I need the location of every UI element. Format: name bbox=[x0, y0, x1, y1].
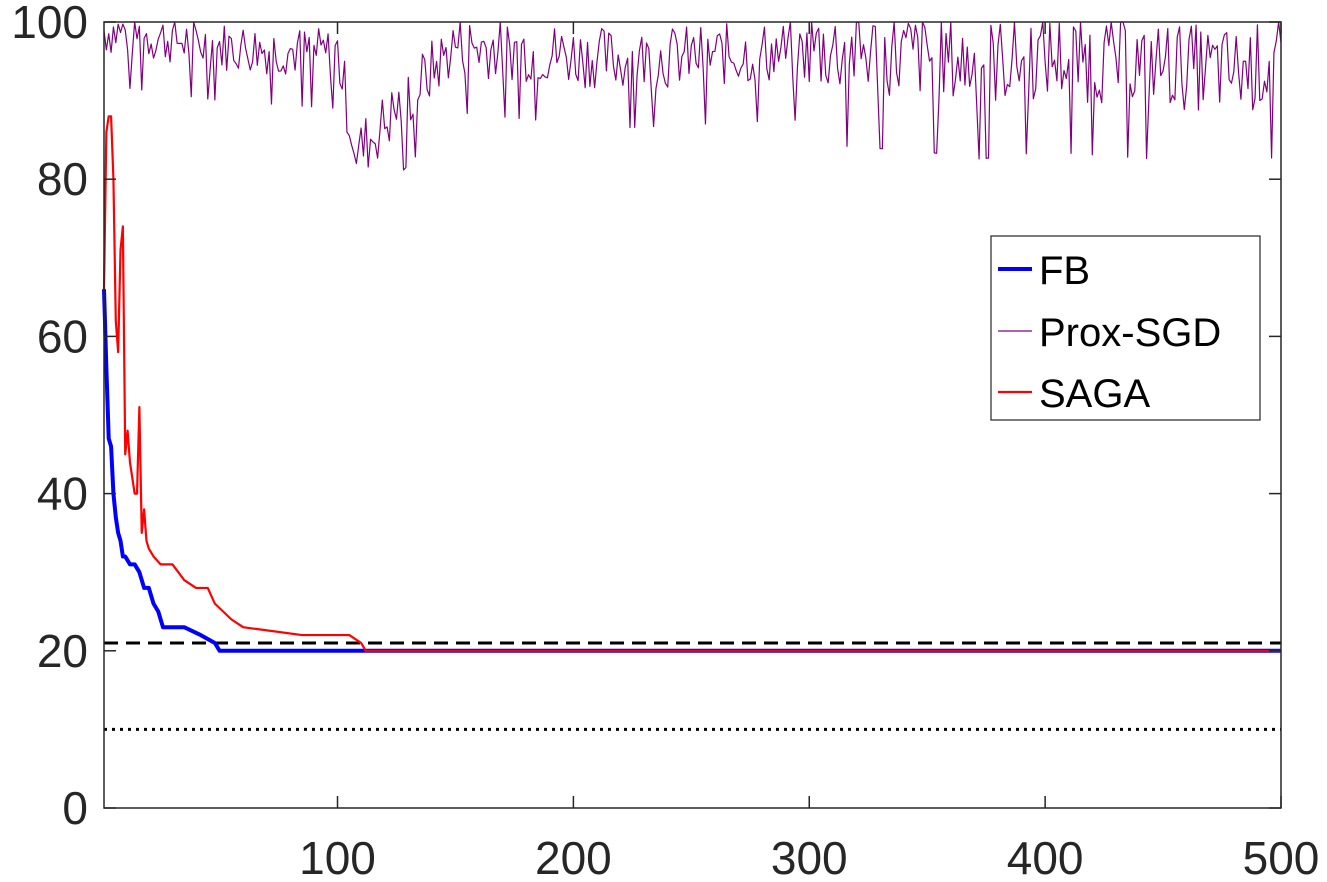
legend: FB Prox-SGD SAGA bbox=[990, 235, 1261, 421]
x-tick-labels: 100 200 300 400 500 bbox=[299, 832, 1319, 882]
y-tick-labels: 0 20 40 60 80 100 bbox=[11, 0, 88, 834]
y-tick-label: 60 bbox=[37, 310, 88, 362]
x-tick-label: 100 bbox=[299, 832, 376, 882]
x-tick-label: 400 bbox=[1007, 832, 1084, 882]
y-tick-label: 40 bbox=[37, 468, 88, 520]
y-tick-label: 20 bbox=[37, 625, 88, 677]
axes-box bbox=[103, 21, 1282, 809]
y-tick-label: 100 bbox=[11, 0, 88, 48]
series-line-saga bbox=[102, 115, 1281, 652]
x-tick-label: 300 bbox=[771, 832, 848, 882]
legend-box bbox=[990, 235, 1261, 421]
reference-lines bbox=[104, 641, 1281, 731]
y-tick-label: 80 bbox=[37, 153, 88, 205]
y-tick-label: 0 bbox=[62, 782, 88, 834]
ticks bbox=[104, 21, 1282, 809]
series-line-prox-sgd bbox=[103, 21, 1282, 171]
legend-label-prox-sgd: Prox-SGD bbox=[1039, 311, 1221, 355]
legend-label-saga: SAGA bbox=[1039, 372, 1150, 416]
x-tick-label: 200 bbox=[535, 832, 612, 882]
x-tick-label: 500 bbox=[1243, 832, 1320, 882]
legend-label-fb: FB bbox=[1039, 249, 1090, 293]
